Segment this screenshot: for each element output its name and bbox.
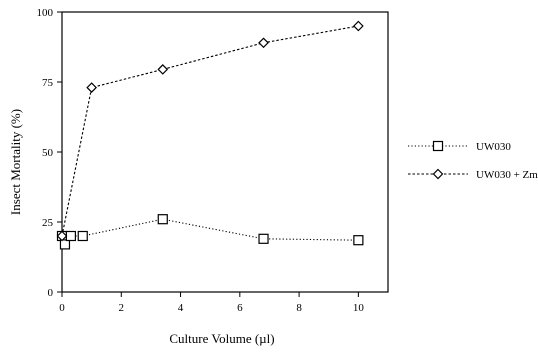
- series-2-point: [258, 37, 269, 49]
- legend-marker-1: [432, 140, 444, 152]
- x-tick-label: 6: [237, 302, 243, 314]
- legend-marker-2: [432, 168, 444, 180]
- series-2-point: [157, 64, 169, 75]
- x-tick-label: 8: [296, 302, 302, 314]
- series-2-point: [56, 230, 68, 242]
- x-tick-label: 10: [353, 302, 365, 314]
- y-axis-title-group: Insect Mortality (%): [8, 109, 23, 215]
- series-1-point: [258, 233, 269, 244]
- y-tick-label: 75: [42, 77, 54, 89]
- legend-label-2: UW030 + ZmA: [476, 169, 538, 181]
- x-tick-label: 2: [119, 302, 125, 314]
- y-axis-title: Insect Mortality (%): [8, 109, 23, 215]
- series-1-point: [65, 230, 76, 242]
- y-tick-label: 50: [42, 147, 54, 159]
- series-2-point: [353, 20, 364, 32]
- series-1-point: [353, 235, 364, 246]
- series-line-2: [61, 25, 359, 237]
- series-1-point: [77, 230, 88, 242]
- series-1-point: [59, 239, 71, 250]
- plot-frame: [61, 11, 389, 293]
- series-line-1: [61, 218, 359, 246]
- plot-area: 0 25 50 75 100 0 2 4 6 8 10: [37, 7, 389, 314]
- series-1-point: [157, 214, 168, 225]
- x-axis-title: Culture Volume (µl): [169, 331, 274, 346]
- y-tick-label: 25: [42, 217, 54, 229]
- legend: UW030 UW030 + ZmA: [408, 140, 538, 181]
- y-tick-label: 100: [37, 7, 54, 19]
- x-tick-label: 4: [178, 302, 184, 314]
- legend-label-1: UW030: [476, 141, 511, 153]
- y-tick-label: 0: [48, 287, 54, 299]
- series-2-point: [86, 82, 97, 93]
- x-tick-label: 0: [59, 302, 65, 314]
